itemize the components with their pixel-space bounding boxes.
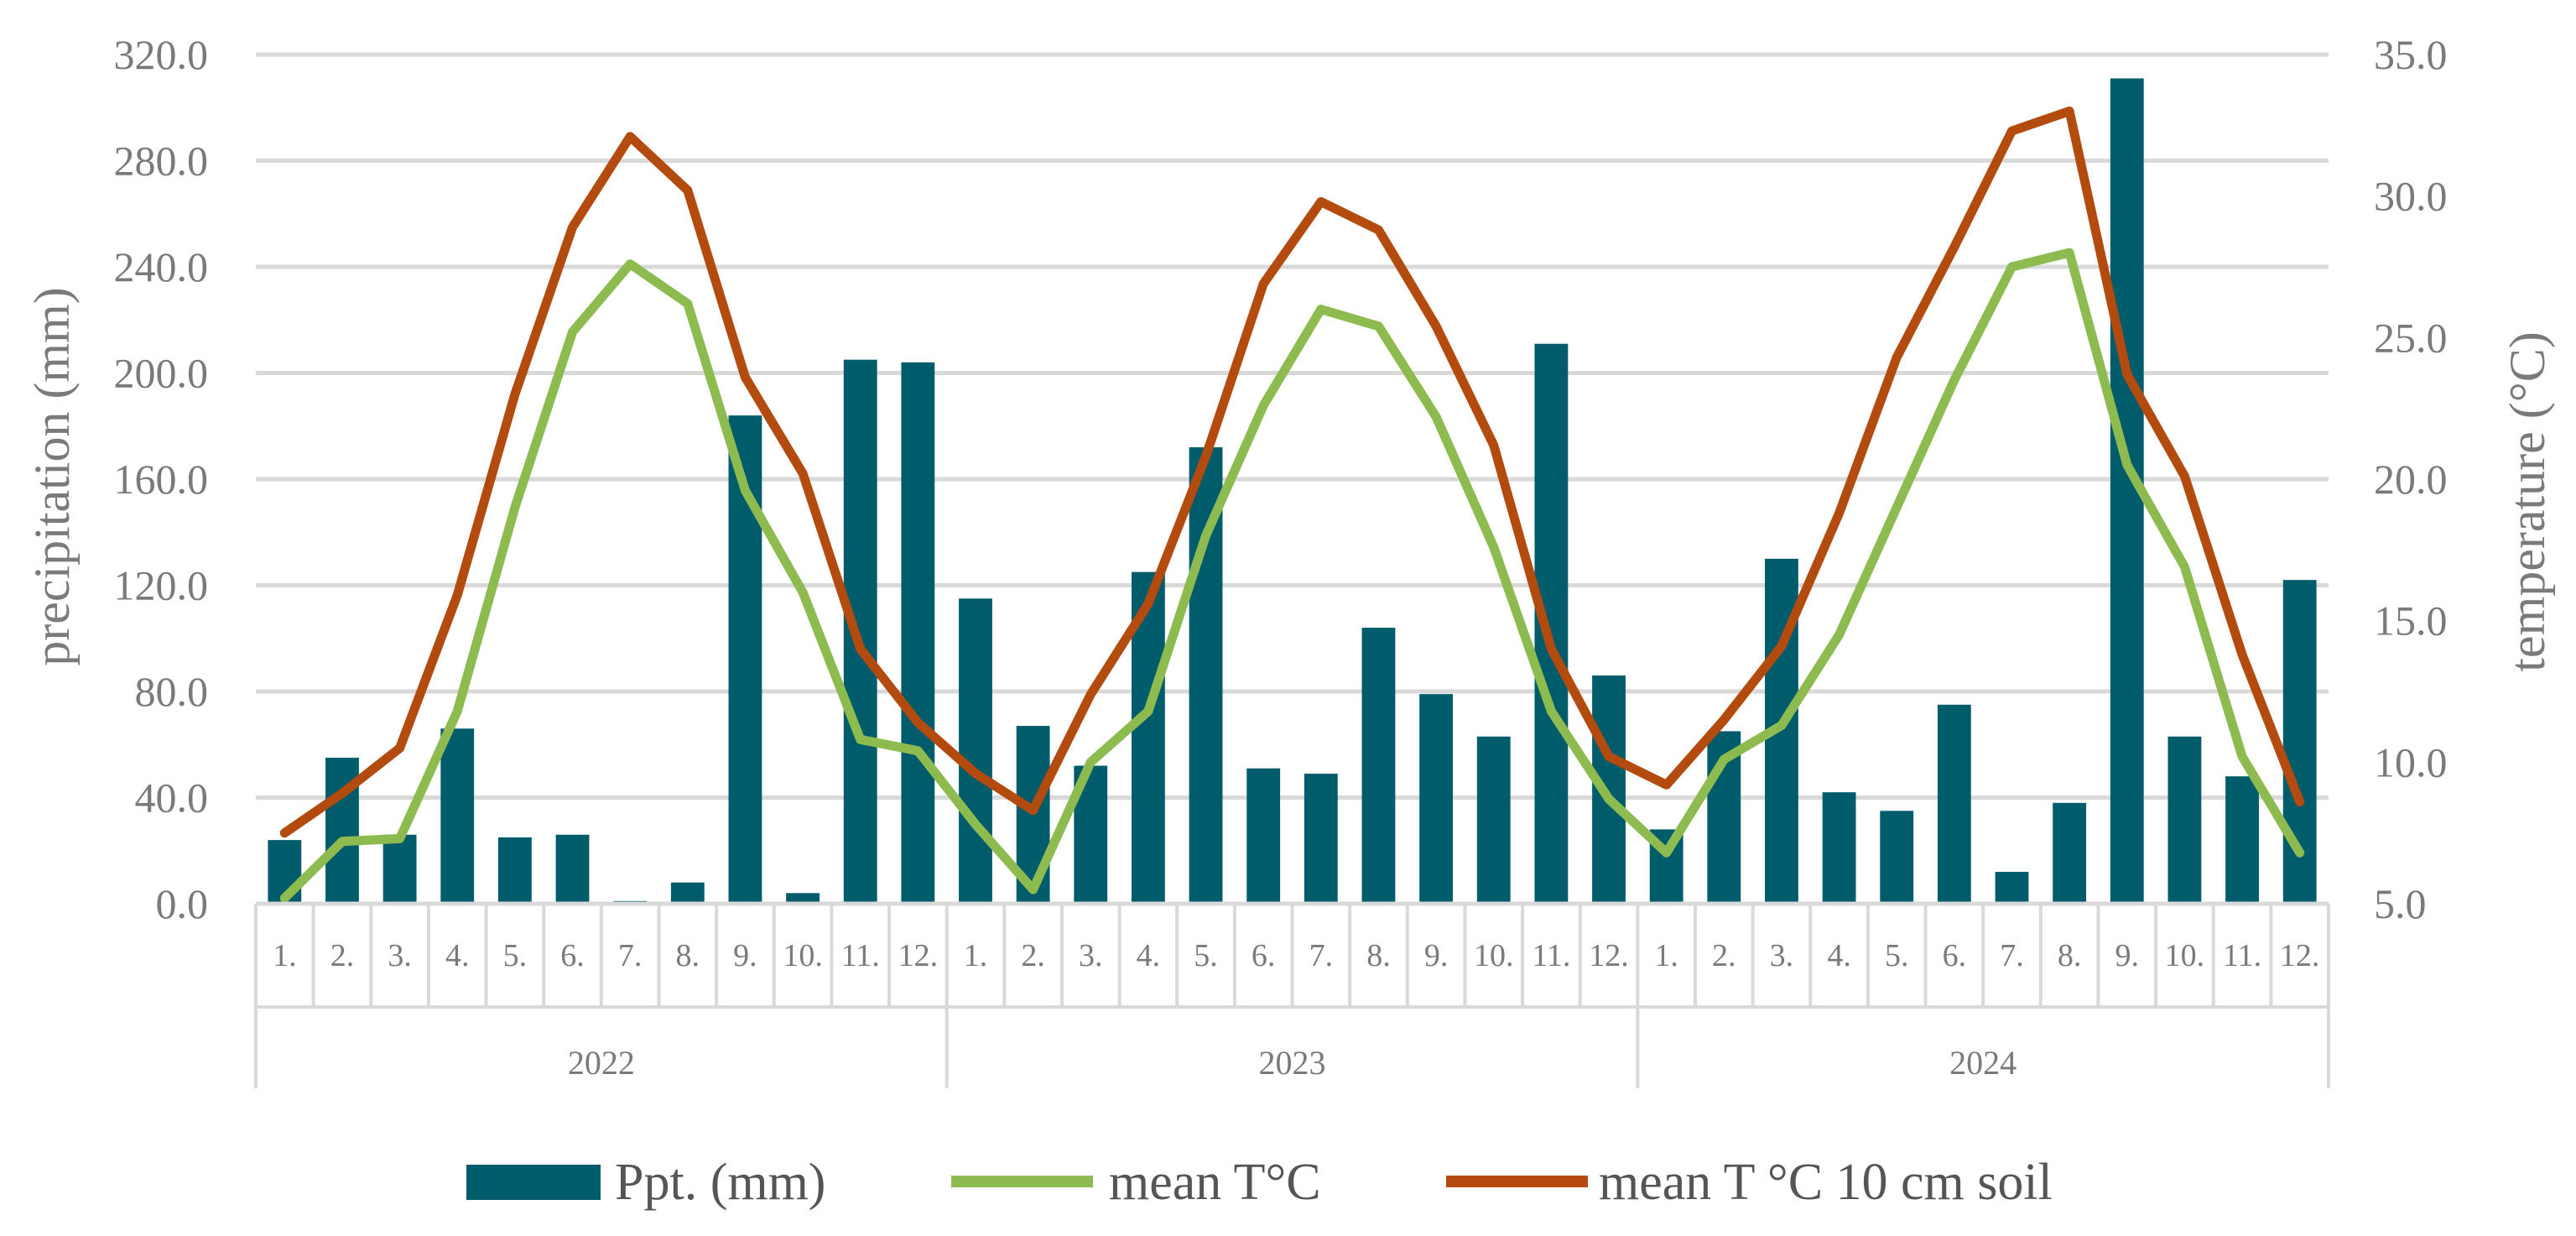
y-right-tick-label: 30.0 bbox=[2374, 173, 2448, 220]
x-tick-label: 8. bbox=[676, 938, 700, 973]
y-axis-left-title: precipitation (mm) bbox=[24, 287, 80, 666]
x-tick-label: 10. bbox=[783, 938, 823, 973]
bar-ppt bbox=[671, 883, 705, 904]
y-left-tick-label: 40.0 bbox=[135, 774, 209, 821]
x-tick-label: 9. bbox=[1424, 938, 1449, 973]
x-tick-label: 6. bbox=[560, 938, 585, 973]
bar-ppt bbox=[2167, 737, 2201, 904]
bar-ppt bbox=[901, 362, 934, 904]
x-tick-label: 7. bbox=[1309, 938, 1334, 973]
y-right-tick-label: 20.0 bbox=[2374, 456, 2448, 503]
y-left-tick-label: 160.0 bbox=[114, 456, 209, 503]
y-axis-right-title: temperature (°C) bbox=[2500, 331, 2555, 671]
x-tick-label: 3. bbox=[1079, 938, 1103, 973]
legend-label-mean-t: mean T°C bbox=[1109, 1154, 1321, 1211]
x-tick-label: 11. bbox=[841, 938, 880, 973]
line-series-layer bbox=[284, 111, 2299, 898]
x-group-label: 2023 bbox=[1259, 1044, 1326, 1082]
x-tick-label: 4. bbox=[1137, 938, 1161, 973]
x-tick-label: 5. bbox=[503, 938, 528, 973]
bar-ppt bbox=[498, 837, 532, 904]
x-tick-label: 2. bbox=[330, 938, 355, 973]
bar-ppt bbox=[2053, 803, 2086, 904]
gridlines bbox=[256, 55, 2329, 904]
legend-label-ppt: Ppt. (mm) bbox=[615, 1154, 825, 1211]
bar-ppt bbox=[440, 728, 474, 904]
bar-ppt bbox=[1419, 694, 1453, 904]
y-right-tick-label: 5.0 bbox=[2374, 880, 2427, 927]
x-tick-label: 12. bbox=[898, 938, 939, 973]
x-tick-label: 6. bbox=[1943, 938, 1967, 973]
y-left-tick-label: 200.0 bbox=[114, 350, 209, 397]
y-right-tick-label: 35.0 bbox=[2374, 31, 2448, 78]
y-left-tick-label: 240.0 bbox=[114, 243, 209, 290]
x-tick-label: 12. bbox=[2280, 938, 2320, 973]
x-tick-label: 11. bbox=[2223, 938, 2261, 973]
x-tick-label: 9. bbox=[733, 938, 757, 973]
x-tick-label: 4. bbox=[1827, 938, 1851, 973]
line-mean-t bbox=[284, 253, 2299, 898]
bar-ppt bbox=[1592, 675, 1626, 904]
bar-ppt bbox=[1880, 811, 1913, 904]
x-tick-label: 10. bbox=[2165, 938, 2205, 973]
bar-ppt bbox=[383, 835, 417, 904]
legend-swatch-ppt bbox=[466, 1165, 601, 1200]
x-tick-label: 4. bbox=[445, 938, 470, 973]
bar-ppt bbox=[959, 598, 992, 904]
x-tick-label: 9. bbox=[2115, 938, 2140, 973]
legend-item-ppt: Ppt. (mm) bbox=[466, 1154, 825, 1211]
x-tick-label: 8. bbox=[1366, 938, 1391, 973]
y-left-tick-label: 120.0 bbox=[114, 562, 209, 609]
x-tick-label: 11. bbox=[1532, 938, 1570, 973]
x-tick-label: 8. bbox=[2058, 938, 2082, 973]
x-tick-label: 3. bbox=[388, 938, 412, 973]
bar-ppt bbox=[1304, 774, 1338, 904]
bar-ppt bbox=[1362, 628, 1396, 904]
y-left-tick-label: 80.0 bbox=[135, 668, 209, 715]
x-group-label: 2024 bbox=[1949, 1044, 2017, 1082]
y-left-tick-label: 0.0 bbox=[156, 880, 209, 927]
x-tick-label: 6. bbox=[1252, 938, 1276, 973]
x-tick-label: 1. bbox=[1654, 938, 1678, 973]
bar-ppt bbox=[2225, 776, 2259, 904]
line-soil-t bbox=[284, 112, 2299, 833]
x-tick-label: 5. bbox=[1885, 938, 1909, 973]
x-tick-label: 5. bbox=[1194, 938, 1218, 973]
x-tick-label: 2. bbox=[1712, 938, 1736, 973]
x-tick-label: 10. bbox=[1474, 938, 1514, 973]
x-tick-label: 7. bbox=[618, 938, 643, 973]
bar-ppt bbox=[1246, 769, 1280, 904]
legend-item-soil-t: mean T °C 10 cm soil bbox=[1446, 1154, 2053, 1211]
y-left-tick-label: 320.0 bbox=[114, 31, 209, 78]
bar-series-layer bbox=[268, 78, 2316, 904]
bar-ppt bbox=[1823, 792, 1856, 904]
x-tick-label: 1. bbox=[273, 938, 297, 973]
bar-ppt bbox=[1477, 737, 1511, 904]
x-tick-label: 3. bbox=[1770, 938, 1794, 973]
bar-ppt bbox=[1938, 705, 1971, 904]
x-group-label: 2022 bbox=[568, 1044, 635, 1082]
x-tick-label: 7. bbox=[2000, 938, 2024, 973]
y-right-tick-label: 25.0 bbox=[2374, 314, 2448, 361]
x-tick-label: 2. bbox=[1021, 938, 1045, 973]
legend-item-mean-t: mean T°C bbox=[951, 1154, 1321, 1211]
y-left-tick-label: 280.0 bbox=[114, 138, 209, 185]
bar-ppt bbox=[844, 360, 877, 904]
y-right-tick-label: 10.0 bbox=[2374, 738, 2448, 785]
legend-label-soil-t: mean T °C 10 cm soil bbox=[1599, 1154, 2053, 1211]
x-tick-label: 1. bbox=[964, 938, 988, 973]
y-right-tick-label: 15.0 bbox=[2374, 597, 2448, 644]
bar-ppt bbox=[556, 835, 590, 904]
x-tick-label: 12. bbox=[1589, 938, 1629, 973]
legend: Ppt. (mm) mean T°C mean T °C 10 cm soil bbox=[466, 1154, 2053, 1211]
bar-ppt bbox=[1996, 872, 2029, 904]
